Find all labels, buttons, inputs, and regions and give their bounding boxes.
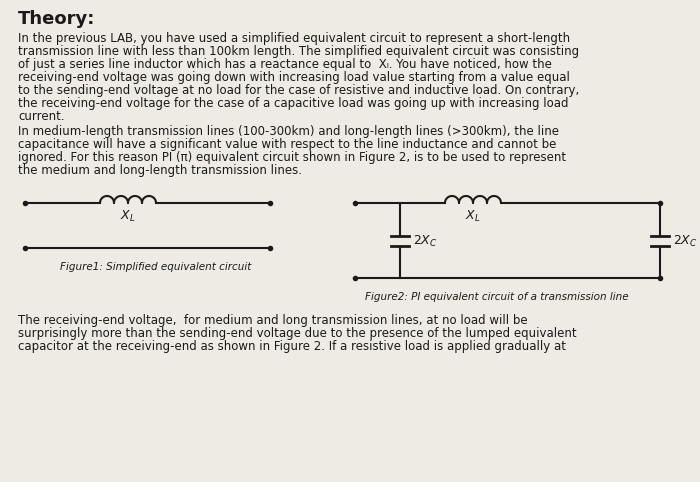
Text: the receiving-end voltage for the case of a capacitive load was going up with in: the receiving-end voltage for the case o…: [18, 97, 568, 110]
Text: Figure1: Simplified equivalent circuit: Figure1: Simplified equivalent circuit: [60, 262, 251, 272]
Text: capacitance will have a significant value with respect to the line inductance an: capacitance will have a significant valu…: [18, 138, 557, 151]
Text: receiving-end voltage was going down with increasing load value starting from a : receiving-end voltage was going down wit…: [18, 71, 570, 84]
Text: $X_L$: $X_L$: [466, 209, 481, 224]
Text: $X_L$: $X_L$: [120, 209, 136, 224]
Text: transmission line with less than 100km length. The simplified equivalent circuit: transmission line with less than 100km l…: [18, 45, 579, 58]
Text: current.: current.: [18, 110, 64, 123]
Text: capacitor at the receiving-end as shown in Figure 2. If a resistive load is appl: capacitor at the receiving-end as shown …: [18, 340, 566, 353]
Text: Figure2: PI equivalent circuit of a transmission line: Figure2: PI equivalent circuit of a tran…: [365, 292, 629, 302]
Text: The receiving-end voltage,  for medium and long transmission lines, at no load w: The receiving-end voltage, for medium an…: [18, 314, 528, 327]
Text: of just a series line inductor which has a reactance equal to  Xₗ. You have noti: of just a series line inductor which has…: [18, 58, 552, 71]
Text: In medium-length transmission lines (100-300km) and long-length lines (>300km), : In medium-length transmission lines (100…: [18, 125, 559, 138]
Text: ignored. For this reason PI (π) equivalent circuit shown in Figure 2, is to be u: ignored. For this reason PI (π) equivale…: [18, 151, 566, 164]
Text: to the sending-end voltage at no load for the case of resistive and inductive lo: to the sending-end voltage at no load fo…: [18, 84, 580, 97]
Text: $2X_C$: $2X_C$: [673, 233, 698, 249]
Text: Theory:: Theory:: [18, 10, 95, 28]
Text: In the previous LAB, you have used a simplified equivalent circuit to represent : In the previous LAB, you have used a sim…: [18, 32, 570, 45]
Text: the medium and long-length transmission lines.: the medium and long-length transmission …: [18, 164, 302, 177]
Text: $2X_C$: $2X_C$: [413, 233, 438, 249]
Text: surprisingly more than the sending-end voltage due to the presence of the lumped: surprisingly more than the sending-end v…: [18, 327, 577, 340]
